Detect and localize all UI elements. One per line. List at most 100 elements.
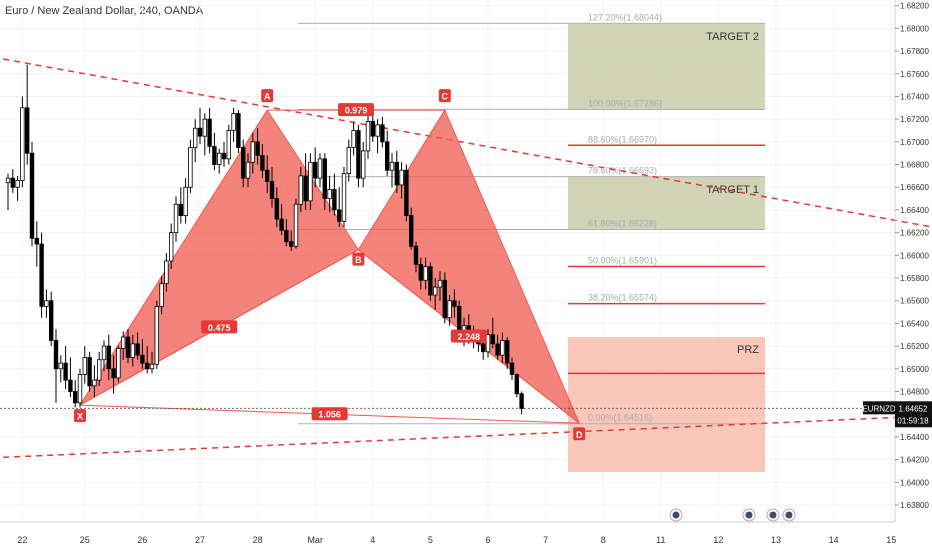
event-icon-dot	[745, 511, 753, 519]
candle-body	[58, 362, 63, 370]
price-tick-label: 1.65400	[900, 319, 929, 328]
candle-body	[384, 141, 390, 171]
time-tick-label: 4	[370, 535, 375, 545]
candle-body	[207, 118, 212, 147]
candle-body	[173, 203, 179, 234]
price-tick-label: 1.66200	[900, 229, 929, 238]
time-tick-label: 25	[80, 535, 90, 545]
price-axis: 1.68200 1.68000 1.67800 1.67600 1.67400 1.672…	[894, 0, 929, 522]
candle-body	[34, 237, 39, 245]
event-icon-dot	[672, 511, 680, 519]
candle-body	[192, 127, 198, 148]
zone-label: TARGET 1	[706, 184, 759, 196]
candle-body	[423, 266, 428, 281]
time-tick-label: 5	[428, 535, 433, 545]
zones-layer: TARGET 2 TARGET 1 PRZ	[568, 23, 765, 473]
candle-body	[49, 300, 54, 341]
candle-body	[500, 340, 505, 356]
candle-body	[317, 158, 323, 179]
candle-body	[236, 113, 241, 148]
price-tick-label: 1.65600	[900, 297, 929, 306]
price-tick-label: 1.64000	[900, 478, 929, 487]
candle-body	[346, 147, 351, 175]
ratio-badge	[311, 407, 348, 421]
candle-body	[10, 177, 15, 188]
price-tick-label: 1.68200	[900, 2, 929, 11]
candle-body	[101, 345, 107, 361]
price-tick-label: 1.65200	[900, 342, 929, 351]
candle-body	[82, 357, 87, 375]
candle-body	[509, 362, 515, 375]
price-tag-box	[895, 401, 932, 428]
candle-body	[437, 279, 443, 288]
candle-body	[264, 169, 270, 182]
candle-body	[274, 198, 279, 220]
price-tick-label: 1.67800	[900, 47, 929, 56]
candle-body	[226, 130, 231, 160]
point-badge	[74, 409, 86, 423]
trendline	[3, 415, 932, 459]
candle-body	[77, 374, 83, 404]
point-badge	[573, 427, 586, 441]
price-tick-label: 1.67200	[900, 115, 929, 124]
candle-body	[135, 343, 140, 356]
candle-body	[125, 336, 131, 358]
candle-body	[404, 169, 409, 217]
candle-body	[183, 186, 188, 217]
point-label: C	[442, 92, 449, 102]
candle-body	[432, 286, 438, 296]
candle-body	[447, 300, 452, 319]
candle-body	[121, 336, 126, 349]
candle-body	[212, 145, 217, 165]
candle-body	[279, 218, 284, 231]
fib-label: 50.00%(1.65901)	[588, 256, 657, 266]
candle-body	[284, 229, 289, 243]
fib-label: 88.60%(1.66970)	[588, 134, 657, 144]
candle-body	[413, 245, 419, 265]
event-icon-dot	[785, 511, 793, 519]
candle-body	[389, 161, 395, 171]
candle-body	[408, 215, 414, 247]
candle-body	[428, 266, 433, 296]
candle-body	[394, 161, 399, 186]
zone-box-target	[568, 177, 765, 230]
candle-body	[197, 127, 203, 137]
ratio-label: 2.248	[458, 332, 481, 342]
zone-box-target	[568, 23, 765, 111]
candle-body	[269, 181, 275, 199]
candle-body	[144, 362, 150, 370]
candle-body	[178, 203, 183, 217]
candle-body	[106, 345, 111, 370]
point-label: B	[355, 255, 362, 265]
candle-body	[288, 241, 294, 247]
time-tick-label: 15	[886, 535, 896, 545]
candle-body	[312, 161, 318, 179]
candle-body	[418, 264, 423, 281]
candle-body	[327, 189, 332, 199]
candle-body	[370, 121, 375, 137]
event-icons[interactable]	[669, 508, 796, 522]
candle-body	[519, 393, 524, 409]
candle-body	[514, 374, 519, 395]
candle-body	[303, 175, 308, 202]
candle-body	[63, 362, 68, 381]
symbol-tag	[863, 401, 895, 415]
candle-body	[130, 343, 135, 358]
candle-body	[24, 107, 30, 154]
time-tick-label: 7	[543, 535, 548, 545]
candle-body	[250, 141, 255, 163]
ratio-label: 0.475	[208, 323, 231, 333]
candle-body	[485, 334, 491, 353]
fib-label: 100.00%(1.67286)	[588, 98, 662, 108]
price-tag: EURNZD 1.64652 01:59:18	[862, 401, 932, 428]
candle-body	[452, 300, 457, 307]
candle-body	[188, 147, 193, 188]
ratio-label: 0.979	[345, 106, 368, 116]
candle-body	[293, 203, 299, 247]
price-tick-label: 1.64800	[900, 388, 929, 397]
candle-body	[15, 180, 20, 188]
candle-body	[159, 283, 164, 307]
candle-body	[504, 340, 510, 364]
price-tick-label: 1.68000	[900, 24, 929, 33]
